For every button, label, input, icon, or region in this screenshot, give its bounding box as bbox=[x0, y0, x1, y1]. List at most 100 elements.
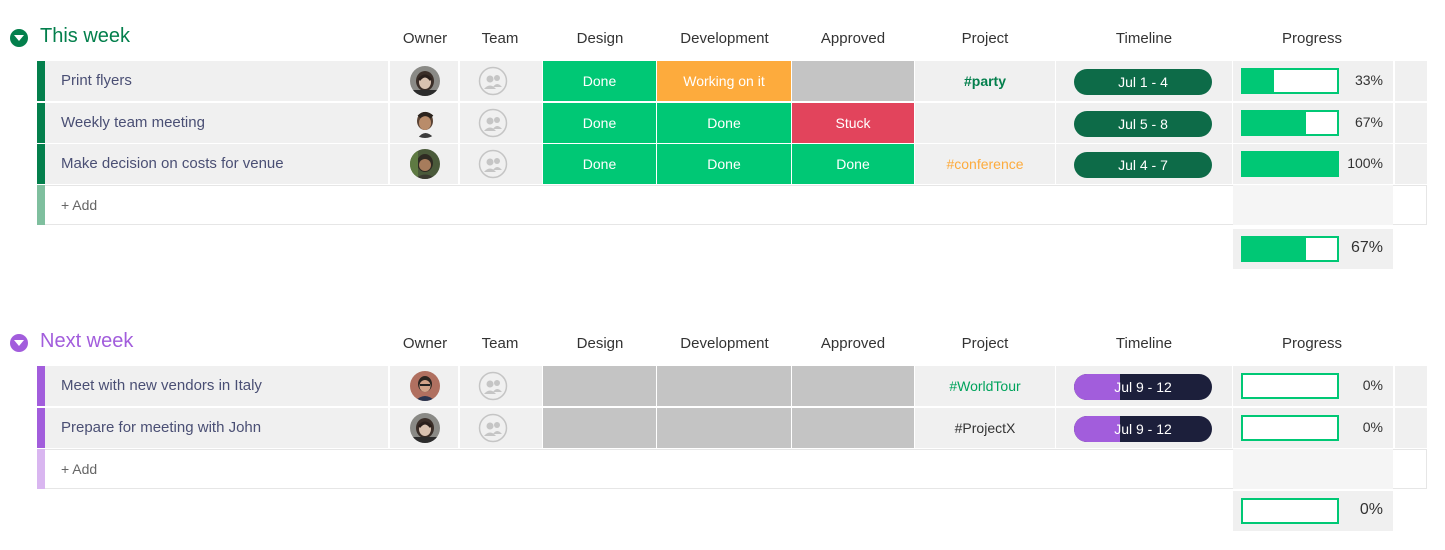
column-header-development[interactable]: Development bbox=[680, 335, 769, 352]
table-row[interactable]: Prepare for meeting with John #ProjectX … bbox=[37, 408, 1427, 448]
owner-cell[interactable] bbox=[390, 408, 458, 448]
avatar[interactable] bbox=[410, 149, 440, 179]
item-name-cell[interactable]: Meet with new vendors in Italy bbox=[45, 366, 388, 406]
timeline-cell[interactable]: Jul 5 - 8 bbox=[1056, 103, 1232, 143]
project-tag-cell[interactable]: #conference bbox=[915, 144, 1055, 184]
timeline-pill[interactable]: Jul 1 - 4 bbox=[1074, 69, 1212, 95]
design-status-cell[interactable]: Done bbox=[543, 103, 656, 143]
owner-cell[interactable] bbox=[390, 144, 458, 184]
owner-cell[interactable] bbox=[390, 103, 458, 143]
timeline-cell[interactable]: Jul 9 - 12 bbox=[1056, 366, 1232, 406]
row-end-cell[interactable] bbox=[1395, 144, 1427, 184]
item-name-cell[interactable]: Make decision on costs for venue bbox=[45, 144, 388, 184]
add-item-label[interactable]: + Add bbox=[61, 197, 98, 213]
team-cell[interactable] bbox=[460, 408, 542, 448]
column-header-design[interactable]: Design bbox=[576, 30, 624, 47]
row-end-cell[interactable] bbox=[1395, 408, 1427, 448]
approved-status-cell[interactable] bbox=[792, 408, 914, 448]
timeline-cell[interactable]: Jul 9 - 12 bbox=[1056, 408, 1232, 448]
avatar[interactable] bbox=[410, 413, 440, 443]
team-cell[interactable] bbox=[460, 61, 542, 101]
team-cell[interactable] bbox=[460, 103, 542, 143]
column-header-approved[interactable]: Approved bbox=[820, 30, 886, 47]
team-placeholder-icon[interactable] bbox=[478, 108, 508, 138]
table-row[interactable]: Make decision on costs for venue Done Do… bbox=[37, 144, 1427, 184]
team-cell[interactable] bbox=[460, 366, 542, 406]
row-end-cell[interactable] bbox=[1395, 366, 1427, 406]
avatar[interactable] bbox=[410, 66, 440, 96]
add-item-row[interactable]: + Add bbox=[37, 185, 1427, 225]
table-row[interactable]: Meet with new vendors in Italy #WorldTou… bbox=[37, 366, 1427, 406]
team-placeholder-icon[interactable] bbox=[478, 149, 508, 179]
column-header-timeline[interactable]: Timeline bbox=[1115, 335, 1173, 352]
add-item-row[interactable]: + Add bbox=[37, 449, 1427, 489]
column-header-design[interactable]: Design bbox=[576, 335, 624, 352]
add-item-area[interactable]: + Add bbox=[45, 449, 1233, 489]
timeline-pill[interactable]: Jul 5 - 8 bbox=[1074, 111, 1212, 137]
approved-status-cell[interactable] bbox=[792, 366, 914, 406]
item-name[interactable]: Print flyers bbox=[61, 72, 132, 89]
development-status-cell[interactable]: Done bbox=[657, 103, 791, 143]
approved-status-cell[interactable] bbox=[792, 61, 914, 101]
collapse-chevron-icon[interactable] bbox=[10, 29, 28, 47]
avatar[interactable] bbox=[410, 108, 440, 138]
project-tag-cell[interactable] bbox=[915, 103, 1055, 143]
timeline-pill[interactable]: Jul 9 - 12 bbox=[1074, 416, 1212, 442]
add-item-label[interactable]: + Add bbox=[61, 461, 98, 477]
column-header-approved[interactable]: Approved bbox=[820, 335, 886, 352]
design-status-cell[interactable]: Done bbox=[543, 61, 656, 101]
item-name-cell[interactable]: Prepare for meeting with John bbox=[45, 408, 388, 448]
table-row[interactable]: Weekly team meeting Done Done Stuck Jul … bbox=[37, 103, 1427, 143]
design-status-cell[interactable] bbox=[543, 408, 656, 448]
item-name[interactable]: Meet with new vendors in Italy bbox=[61, 377, 262, 394]
development-status-cell[interactable] bbox=[657, 408, 791, 448]
approved-status-cell[interactable]: Done bbox=[792, 144, 914, 184]
project-tag[interactable]: #ProjectX bbox=[954, 420, 1016, 436]
column-header-progress[interactable]: Progress bbox=[1281, 335, 1343, 352]
project-tag-cell[interactable]: #ProjectX bbox=[915, 408, 1055, 448]
row-end-cell[interactable] bbox=[1395, 103, 1427, 143]
design-status-cell[interactable] bbox=[543, 366, 656, 406]
team-placeholder-icon[interactable] bbox=[478, 371, 508, 401]
timeline-pill[interactable]: Jul 9 - 12 bbox=[1074, 374, 1212, 400]
item-name-cell[interactable]: Print flyers bbox=[45, 61, 388, 101]
column-header-project[interactable]: Project bbox=[961, 30, 1009, 47]
project-tag[interactable]: #conference bbox=[946, 156, 1024, 172]
approved-status-cell[interactable]: Stuck bbox=[792, 103, 914, 143]
collapse-chevron-icon[interactable] bbox=[10, 334, 28, 352]
column-header-development[interactable]: Development bbox=[680, 30, 769, 47]
development-status-cell[interactable]: Working on it bbox=[657, 61, 791, 101]
team-cell[interactable] bbox=[460, 144, 542, 184]
team-placeholder-icon[interactable] bbox=[478, 66, 508, 96]
design-status-cell[interactable]: Done bbox=[543, 144, 656, 184]
column-header-project[interactable]: Project bbox=[961, 335, 1009, 352]
item-name[interactable]: Make decision on costs for venue bbox=[61, 155, 284, 172]
column-header-team[interactable]: Team bbox=[481, 30, 519, 47]
row-end-cell[interactable] bbox=[1395, 61, 1427, 101]
column-header-timeline[interactable]: Timeline bbox=[1115, 30, 1173, 47]
add-item-area[interactable]: + Add bbox=[45, 185, 1233, 225]
development-status-cell[interactable]: Done bbox=[657, 144, 791, 184]
team-placeholder-icon[interactable] bbox=[478, 413, 508, 443]
timeline-pill[interactable]: Jul 4 - 7 bbox=[1074, 152, 1212, 178]
item-name-cell[interactable]: Weekly team meeting bbox=[45, 103, 388, 143]
group-title[interactable]: Next week bbox=[40, 330, 134, 352]
project-tag[interactable]: #party bbox=[963, 73, 1007, 89]
item-name[interactable]: Prepare for meeting with John bbox=[61, 419, 262, 436]
avatar[interactable] bbox=[410, 371, 440, 401]
project-tag[interactable]: #WorldTour bbox=[949, 378, 1021, 394]
column-header-owner[interactable]: Owner bbox=[402, 335, 448, 352]
timeline-cell[interactable]: Jul 1 - 4 bbox=[1056, 61, 1232, 101]
project-tag-cell[interactable]: #WorldTour bbox=[915, 366, 1055, 406]
owner-cell[interactable] bbox=[390, 61, 458, 101]
timeline-cell[interactable]: Jul 4 - 7 bbox=[1056, 144, 1232, 184]
group-title[interactable]: This week bbox=[40, 25, 131, 47]
column-header-owner[interactable]: Owner bbox=[402, 30, 448, 47]
development-status-cell[interactable] bbox=[657, 366, 791, 406]
column-header-team[interactable]: Team bbox=[481, 335, 519, 352]
column-header-progress[interactable]: Progress bbox=[1281, 30, 1343, 47]
owner-cell[interactable] bbox=[390, 366, 458, 406]
item-name[interactable]: Weekly team meeting bbox=[61, 114, 205, 131]
table-row[interactable]: Print flyers Done Working on it #party J… bbox=[37, 61, 1427, 101]
project-tag-cell[interactable]: #party bbox=[915, 61, 1055, 101]
